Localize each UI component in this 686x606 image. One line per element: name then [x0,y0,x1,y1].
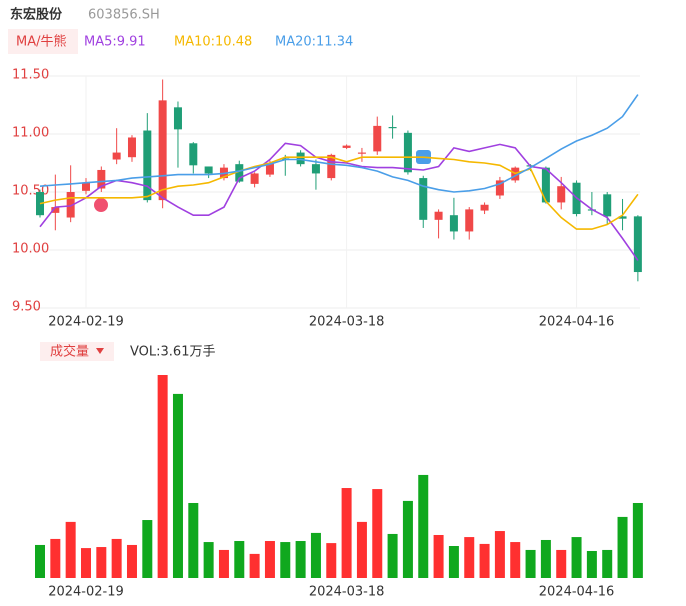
volume-bar [341,488,352,578]
candle-body [250,173,259,184]
volume-bar [571,537,582,578]
volume-bar [494,531,505,578]
candle-body [633,216,642,273]
volume-bar [510,542,521,578]
legend-title[interactable]: MA/牛熊 [16,34,67,50]
volume-bar [586,550,597,578]
candle-body [327,154,336,179]
volume-bar [96,547,107,578]
dropdown-icon[interactable] [96,348,104,354]
volume-bar [525,549,536,578]
volume-bar [310,532,321,578]
volume-bar [295,541,306,578]
volume-bar [157,375,168,578]
candle-body [434,211,443,220]
ma-line [39,94,639,193]
candle-body [97,169,106,189]
y-tick-label: 9.50 [12,300,41,315]
x-tick-label: 2024-03-18 [309,585,385,600]
volume-bar [111,538,122,578]
volume-bar [188,502,199,578]
candle-body [189,143,198,166]
candle-body [235,164,244,182]
x-tick-label: 2024-04-16 [539,585,615,600]
volume-bar [218,549,229,578]
volume-bar [80,548,91,578]
candle-body [112,152,121,160]
volume-bar [448,546,459,578]
volume-bar [65,521,76,578]
volume-bar [35,544,45,578]
x-tick-label: 2024-02-19 [48,315,124,330]
candle-body [449,215,458,232]
candle-body [296,152,305,165]
volume-legend-box[interactable] [40,342,114,361]
y-tick-label: 10.00 [12,242,49,257]
candle-body [403,132,412,173]
volume-legend-title[interactable]: 成交量 [50,344,89,360]
candle-body [541,167,550,203]
legend-entry: MA10:10.48 [174,35,252,50]
ma-line [39,142,639,261]
candle-body [51,207,60,213]
candle-body [342,145,351,148]
volume-bar [479,543,490,578]
volume-bar [126,544,137,578]
ma-line [39,156,639,230]
legend-entry: MA5:9.91 [84,35,146,50]
candle-body [557,186,566,203]
candle-body [603,194,612,217]
candle-body [373,125,382,152]
volume-bar [418,474,429,578]
candle-body [465,209,474,232]
legend-entry: MA20:11.34 [275,35,353,50]
candle-body [66,192,75,218]
volume-bar [264,541,275,578]
signal-icon [94,198,108,212]
candle-body [419,178,428,220]
volume-bar [356,521,367,578]
y-tick-label: 11.00 [12,126,49,141]
stock-code: 603856.SH [88,8,160,23]
volume-bar [402,500,413,578]
legend-box[interactable] [8,29,78,54]
volume-bar [326,543,337,578]
candle-body [143,130,152,201]
volume-bar [464,537,475,578]
volume-bar [372,489,383,578]
volume-bar [387,533,398,578]
volume-bar [556,549,567,578]
candle-body [81,182,90,191]
candle-body [618,216,627,219]
candle-body [495,180,504,196]
x-tick-label: 2024-04-16 [539,315,615,330]
volume-bar [249,553,260,578]
volume-bar [50,538,61,578]
volume-bar [280,542,291,578]
volume-bar [172,393,183,578]
x-tick-label: 2024-03-18 [309,315,385,330]
candle-body [158,100,167,201]
volume-bar [234,541,245,578]
candle-body [265,163,274,175]
candle-body [127,137,136,158]
volume-bar [433,534,444,578]
candle-body [357,152,366,154]
candle-body [173,107,182,130]
stock-name: 东宏股份 [10,7,63,23]
candle-body [311,164,320,174]
x-tick-label: 2024-02-19 [48,585,124,600]
y-tick-label: 11.50 [12,68,49,83]
volume-bar [602,549,613,578]
volume-bar [617,516,628,578]
candle-body [204,166,213,174]
volume-legend-value: VOL:3.61万手 [130,345,215,360]
volume-bar [632,502,643,578]
candle-body [388,127,397,129]
volume-bar [540,539,551,578]
volume-bar [142,520,153,578]
volume-bar [203,542,214,578]
candle-body [480,204,489,211]
